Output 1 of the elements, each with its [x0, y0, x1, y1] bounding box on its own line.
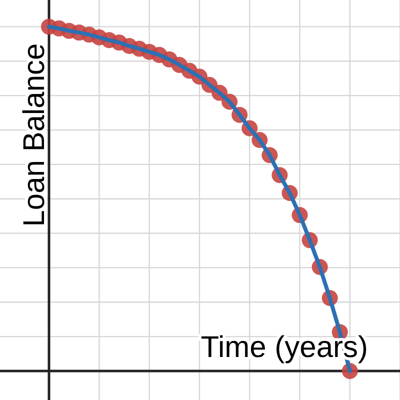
y-axis-title: Loan Balance [18, 43, 51, 227]
